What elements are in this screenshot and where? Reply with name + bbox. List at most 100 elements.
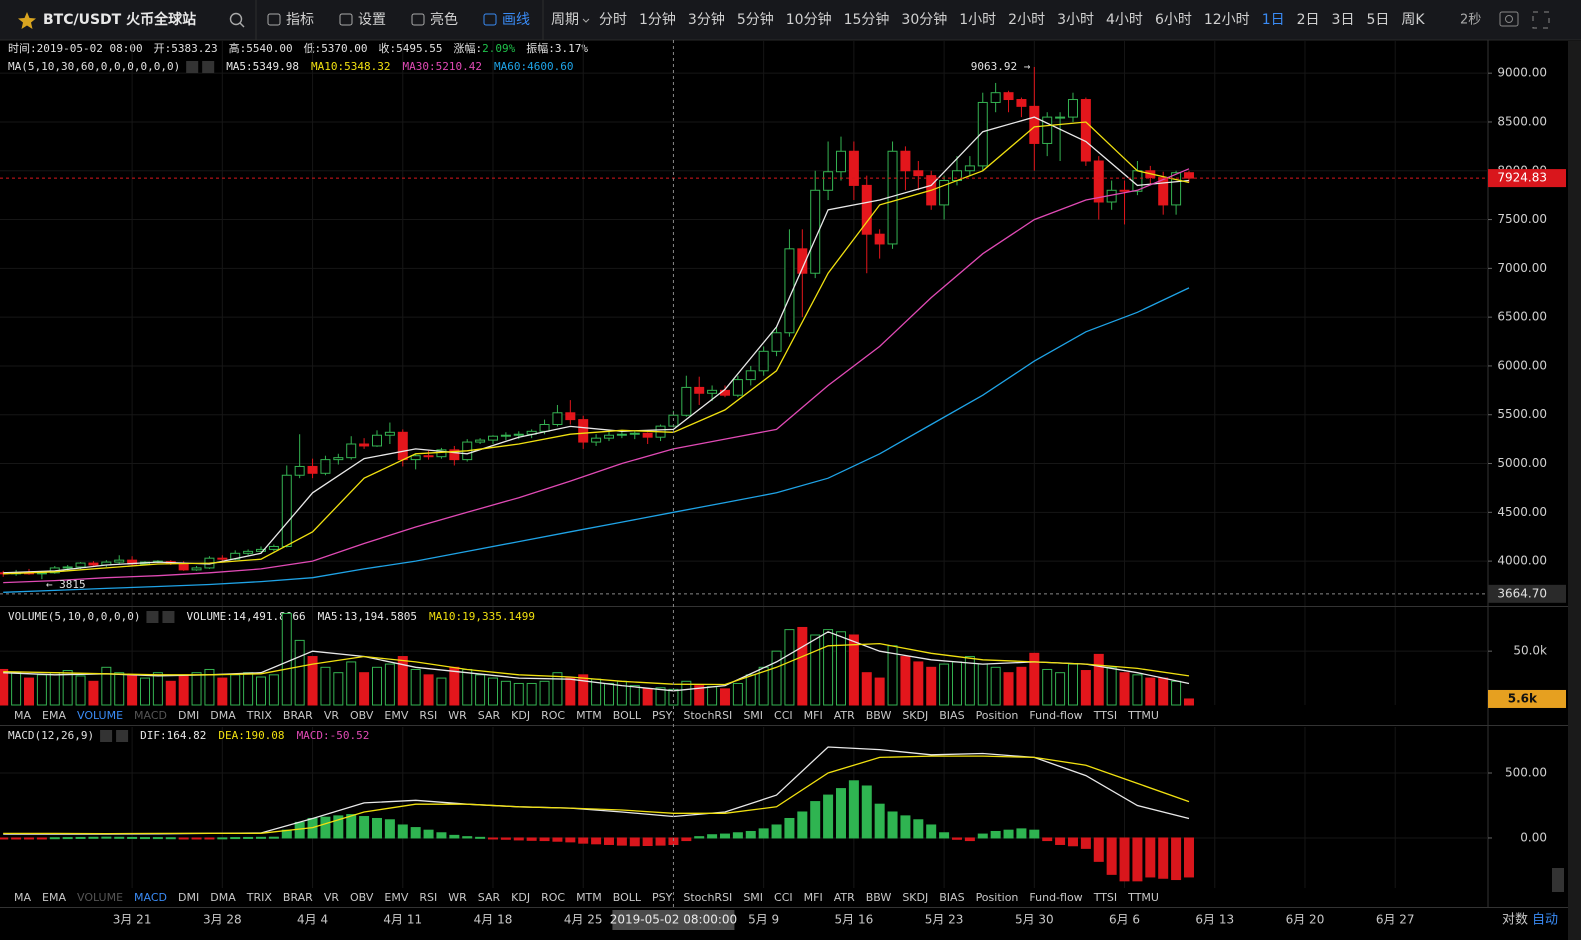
- panel-icon[interactable]: [186, 61, 199, 73]
- indicator-tab[interactable]: ROC: [541, 709, 565, 722]
- indicator-tab[interactable]: KDJ: [511, 709, 530, 722]
- indicator-tab[interactable]: TTMU: [1127, 709, 1159, 722]
- indicator-tab[interactable]: BOLL: [613, 709, 642, 722]
- period-button[interactable]: 2日: [1297, 12, 1320, 28]
- indicator-tab[interactable]: CCI: [774, 891, 793, 904]
- indicator-tab[interactable]: SKDJ: [902, 709, 928, 722]
- auto-toggle[interactable]: 自动: [1532, 913, 1558, 928]
- period-button[interactable]: 2小时: [1008, 12, 1045, 28]
- period-button[interactable]: 5日: [1366, 12, 1389, 28]
- indicator-tab[interactable]: Fund-flow: [1029, 709, 1082, 722]
- indicator-tab[interactable]: BBW: [866, 709, 892, 722]
- indicator-tab[interactable]: BIAS: [939, 709, 964, 722]
- tool-button[interactable]: 设置: [358, 12, 386, 28]
- period-button[interactable]: 1分钟: [639, 11, 676, 28]
- period-button[interactable]: 3小时: [1057, 12, 1094, 28]
- indicator-tab[interactable]: Position: [976, 891, 1019, 904]
- indicator-tab[interactable]: MTM: [576, 891, 602, 904]
- indicator-tab[interactable]: VR: [324, 709, 340, 722]
- indicator-tab[interactable]: KDJ: [511, 891, 530, 904]
- indicator-tab[interactable]: Fund-flow: [1029, 891, 1082, 904]
- period-menu[interactable]: 周期: [551, 12, 579, 28]
- indicator-tab[interactable]: ATR: [834, 709, 855, 722]
- indicator-tab[interactable]: WR: [448, 891, 467, 904]
- indicator-tab[interactable]: MTM: [576, 709, 602, 722]
- indicator-tab[interactable]: PSY: [652, 891, 673, 904]
- indicator-tab[interactable]: OBV: [350, 891, 374, 904]
- panel-icon[interactable]: [162, 611, 175, 623]
- indicator-tab[interactable]: TTSI: [1093, 709, 1117, 722]
- indicator-tab[interactable]: PSY: [652, 709, 673, 722]
- indicator-tab[interactable]: EMA: [42, 709, 66, 722]
- indicator-tab[interactable]: MACD: [134, 709, 167, 722]
- fullscreen-icon[interactable]: [1532, 11, 1550, 29]
- screenshot-icon[interactable]: [1499, 11, 1519, 27]
- indicator-tab[interactable]: StochRSI: [683, 891, 732, 904]
- period-button[interactable]: 4小时: [1106, 12, 1143, 28]
- indicator-tab[interactable]: ROC: [541, 891, 565, 904]
- period-button[interactable]: 6小时: [1155, 12, 1192, 28]
- indicator-tab[interactable]: MA: [14, 709, 31, 722]
- panel-icon[interactable]: [202, 61, 215, 73]
- tool-icon[interactable]: [339, 13, 353, 26]
- period-button[interactable]: 周K: [1401, 12, 1425, 28]
- tool-icon[interactable]: [267, 13, 281, 26]
- indicator-tab[interactable]: WR: [448, 709, 467, 722]
- indicator-tab[interactable]: EMA: [42, 891, 66, 904]
- period-button[interactable]: 3分钟: [688, 11, 725, 28]
- search-icon[interactable]: [229, 12, 243, 26]
- indicator-tab[interactable]: MFI: [804, 709, 823, 722]
- period-button[interactable]: 15分钟: [844, 11, 890, 28]
- indicator-tab[interactable]: SAR: [478, 709, 501, 722]
- period-button[interactable]: 30分钟: [901, 11, 947, 28]
- favorite-star[interactable]: [18, 12, 36, 29]
- indicator-tab[interactable]: SMI: [743, 709, 763, 722]
- indicator-tab[interactable]: SMI: [743, 891, 763, 904]
- log-toggle[interactable]: 对数: [1502, 913, 1528, 928]
- indicator-tab[interactable]: TTMU: [1127, 891, 1159, 904]
- indicator-tab[interactable]: EMV: [384, 891, 408, 904]
- indicator-tab[interactable]: BOLL: [613, 891, 642, 904]
- indicator-tab[interactable]: BBW: [866, 891, 892, 904]
- scroll-button[interactable]: [1552, 868, 1564, 892]
- indicator-tab[interactable]: VOLUME: [77, 709, 123, 722]
- period-button[interactable]: 3日: [1332, 12, 1355, 28]
- refresh-rate[interactable]: 2秒: [1460, 13, 1481, 28]
- panel-icon[interactable]: [146, 611, 159, 623]
- tool-button[interactable]: 画线: [502, 12, 530, 28]
- indicator-tab[interactable]: MFI: [804, 891, 823, 904]
- indicator-tab[interactable]: MACD: [134, 891, 167, 904]
- indicator-tab[interactable]: TRIX: [246, 891, 273, 904]
- indicator-tab[interactable]: RSI: [419, 709, 437, 722]
- indicator-tab[interactable]: BIAS: [939, 891, 964, 904]
- indicator-tab[interactable]: StochRSI: [683, 709, 732, 722]
- indicator-tab[interactable]: CCI: [774, 709, 793, 722]
- period-button[interactable]: 12小时: [1204, 12, 1250, 28]
- indicator-tab[interactable]: Position: [976, 709, 1019, 722]
- symbol[interactable]: BTC/USDT 火币全球站: [43, 11, 196, 28]
- tool-icon[interactable]: [411, 13, 425, 26]
- indicator-tab[interactable]: EMV: [384, 709, 408, 722]
- indicator-tab[interactable]: MA: [14, 891, 31, 904]
- indicator-tab[interactable]: TTSI: [1093, 891, 1117, 904]
- tool-button[interactable]: 亮色: [430, 11, 458, 28]
- indicator-tab[interactable]: VR: [324, 891, 340, 904]
- panel-icon[interactable]: [116, 730, 129, 742]
- indicator-tab[interactable]: SAR: [478, 891, 501, 904]
- indicator-tab[interactable]: SKDJ: [902, 891, 928, 904]
- indicator-tab[interactable]: ATR: [834, 891, 855, 904]
- indicator-tab[interactable]: RSI: [419, 891, 437, 904]
- indicator-tab[interactable]: TRIX: [246, 709, 273, 722]
- indicator-tab[interactable]: BRAR: [283, 709, 313, 722]
- period-button[interactable]: 分时: [599, 12, 627, 28]
- indicator-tab[interactable]: VOLUME: [77, 891, 123, 904]
- period-button[interactable]: 1小时: [959, 12, 996, 28]
- indicator-tab[interactable]: BRAR: [283, 891, 313, 904]
- tool-icon[interactable]: [483, 13, 497, 26]
- indicator-tab[interactable]: DMA: [210, 891, 236, 904]
- period-button[interactable]: 1日: [1262, 12, 1285, 28]
- indicator-tab[interactable]: DMA: [210, 709, 236, 722]
- period-button[interactable]: 10分钟: [786, 11, 832, 28]
- period-button[interactable]: 5分钟: [737, 11, 774, 28]
- panel-icon[interactable]: [100, 730, 113, 742]
